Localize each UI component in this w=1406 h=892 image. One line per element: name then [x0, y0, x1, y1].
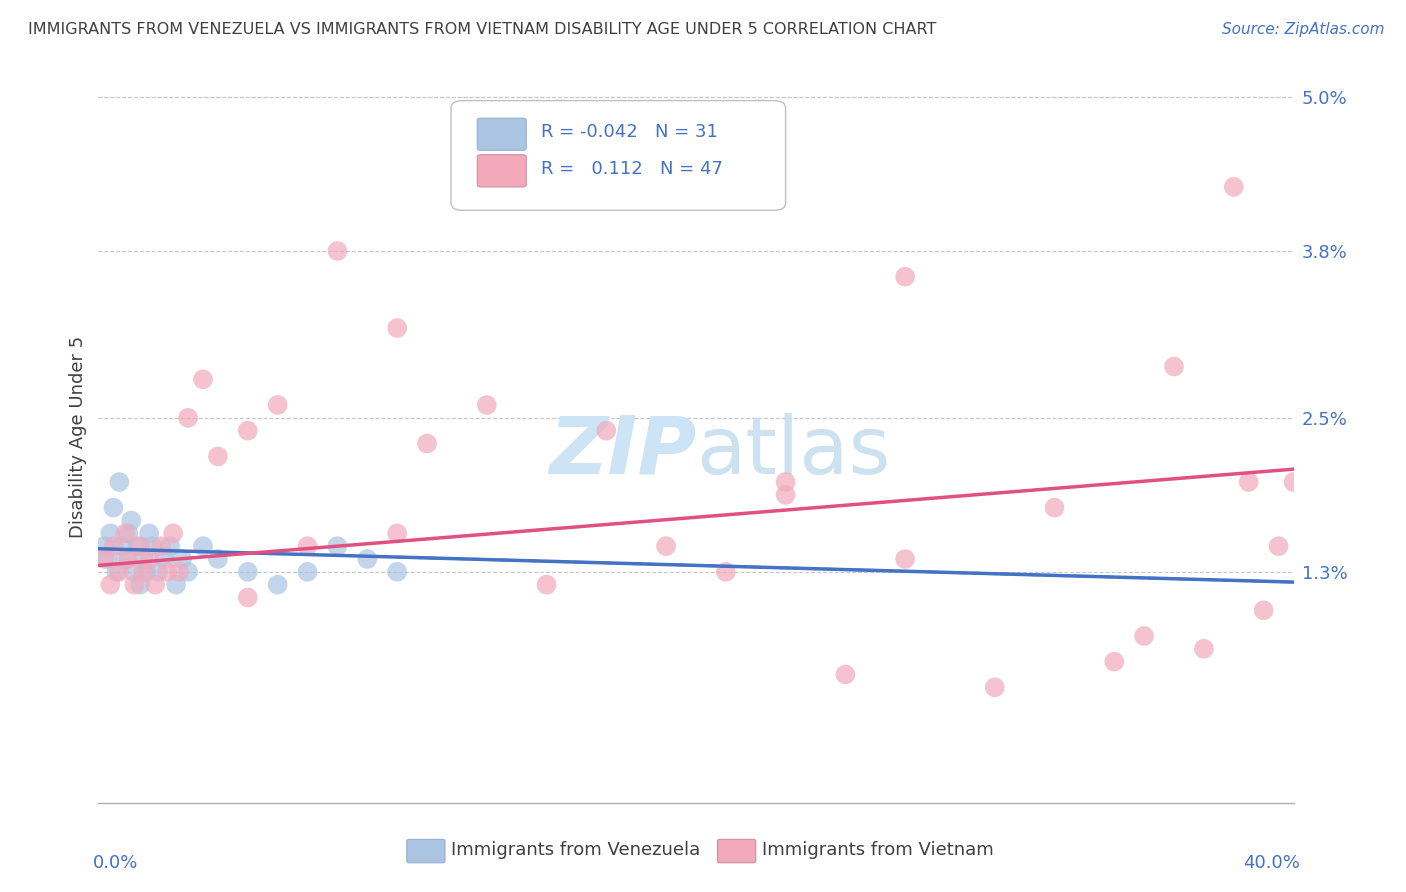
Point [385, 565, 409, 579]
Point [475, 398, 498, 412]
Point [267, 398, 290, 412]
Point [267, 577, 290, 591]
Point [114, 552, 136, 566]
Point [93, 539, 115, 553]
Point [117, 526, 139, 541]
Point [105, 565, 128, 579]
Text: IMMIGRANTS FROM VENEZUELA VS IMMIGRANTS FROM VIETNAM DISABILITY AGE UNDER 5 CORR: IMMIGRANTS FROM VENEZUELA VS IMMIGRANTS … [28, 22, 936, 37]
Point [117, 552, 139, 566]
Point [96, 552, 118, 566]
FancyBboxPatch shape [477, 118, 526, 151]
Text: atlas: atlas [696, 413, 890, 491]
Point [127, 539, 149, 553]
Point [1133, 629, 1156, 643]
Text: 0.0%: 0.0% [93, 854, 138, 872]
Point [138, 552, 160, 566]
Point [207, 552, 229, 566]
Text: ZIP: ZIP [548, 413, 696, 491]
Point [124, 565, 146, 579]
Point [138, 526, 160, 541]
Point [120, 514, 142, 528]
Point [132, 552, 155, 566]
Point [775, 475, 797, 489]
Point [191, 539, 214, 553]
Point [103, 539, 125, 553]
Point [172, 552, 194, 566]
Point [236, 565, 259, 579]
Point [1253, 603, 1275, 617]
Point [129, 577, 152, 591]
Point [236, 591, 259, 605]
Point [150, 539, 173, 553]
Text: Immigrants from Venezuela: Immigrants from Venezuela [451, 841, 700, 859]
Point [148, 565, 170, 579]
Point [385, 321, 409, 335]
FancyBboxPatch shape [477, 154, 526, 187]
Point [297, 539, 319, 553]
Point [177, 565, 200, 579]
Point [1163, 359, 1185, 374]
Point [129, 539, 152, 553]
Point [159, 539, 181, 553]
Point [191, 372, 214, 386]
Point [1192, 641, 1215, 656]
Point [108, 565, 131, 579]
Point [156, 565, 179, 579]
Point [177, 410, 200, 425]
Text: Source: ZipAtlas.com: Source: ZipAtlas.com [1222, 22, 1385, 37]
Point [103, 500, 125, 515]
Point [655, 539, 678, 553]
Point [207, 450, 229, 464]
Point [356, 552, 378, 566]
Text: Immigrants from Vietnam: Immigrants from Vietnam [762, 841, 994, 859]
Point [236, 424, 259, 438]
Point [162, 526, 184, 541]
Point [135, 565, 157, 579]
Point [141, 539, 163, 553]
Point [894, 552, 917, 566]
Point [894, 269, 917, 284]
Point [416, 436, 439, 450]
Point [132, 565, 155, 579]
Text: R = -0.042   N = 31: R = -0.042 N = 31 [541, 123, 717, 141]
Point [1043, 500, 1066, 515]
Point [165, 577, 187, 591]
Point [114, 526, 136, 541]
Point [153, 552, 176, 566]
Point [714, 565, 737, 579]
Point [385, 526, 409, 541]
Point [108, 475, 131, 489]
Point [167, 565, 190, 579]
Point [297, 565, 319, 579]
Point [1267, 539, 1289, 553]
Text: R =   0.112   N = 47: R = 0.112 N = 47 [541, 160, 723, 178]
Text: 40.0%: 40.0% [1243, 854, 1299, 872]
Point [1223, 179, 1246, 194]
Point [326, 539, 349, 553]
Point [98, 526, 122, 541]
Point [1104, 655, 1126, 669]
Point [93, 552, 115, 566]
Point [143, 577, 166, 591]
Point [111, 539, 134, 553]
FancyBboxPatch shape [406, 839, 446, 863]
Point [536, 577, 558, 591]
Point [1282, 475, 1305, 489]
Point [98, 577, 122, 591]
Point [124, 577, 146, 591]
Point [984, 681, 1007, 695]
Y-axis label: Disability Age Under 5: Disability Age Under 5 [69, 336, 87, 538]
Point [775, 488, 797, 502]
Point [595, 424, 617, 438]
FancyBboxPatch shape [717, 839, 756, 863]
FancyBboxPatch shape [451, 101, 786, 211]
Point [834, 667, 856, 681]
Point [1237, 475, 1260, 489]
Point [326, 244, 349, 258]
